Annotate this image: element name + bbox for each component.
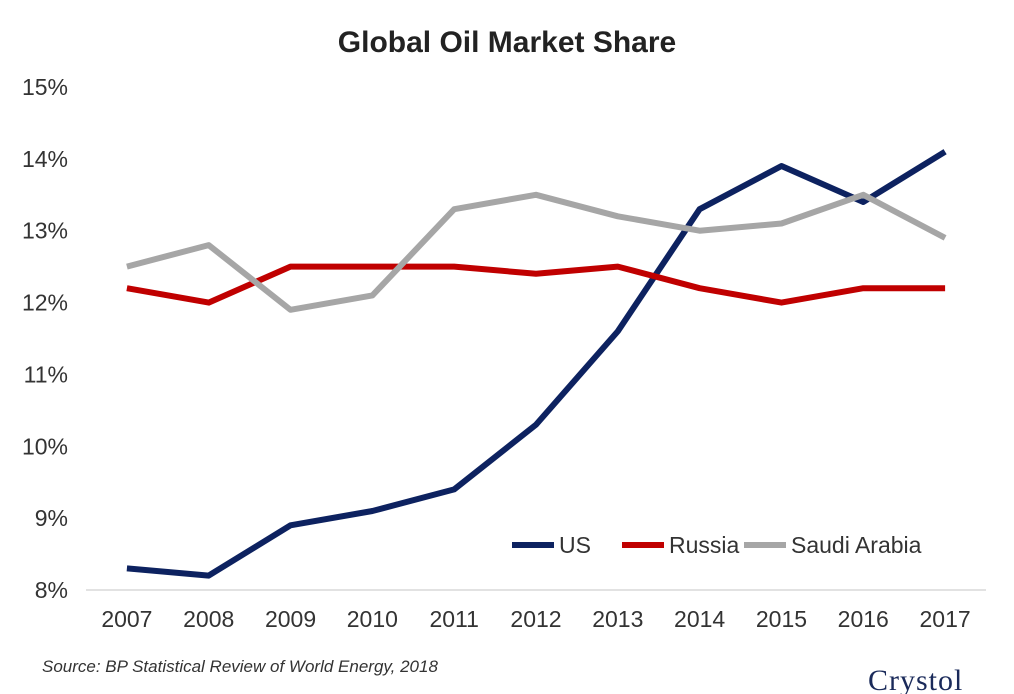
x-axis: 2007 2008 2009 2010 2011 2012 2013 2014 2015 2016…: [101, 606, 970, 632]
y-axis: 8% 9% 10% 11% 12% 13% 14% 15%: [22, 74, 68, 603]
series-lines: [126, 149, 947, 579]
y-tick-label: 13%: [22, 218, 68, 244]
crystol-logo: Crystol: [868, 664, 963, 694]
x-tick-label: 2009: [265, 606, 316, 632]
x-tick-label: 2013: [592, 606, 643, 632]
legend: US Russia Saudi Arabia: [512, 532, 922, 558]
x-tick-label: 2016: [838, 606, 889, 632]
x-tick-label: 2010: [347, 606, 398, 632]
legend-label: Russia: [669, 532, 740, 558]
legend-label: Saudi Arabia: [791, 532, 922, 558]
source-note: Source: BP Statistical Review of World E…: [42, 657, 438, 676]
x-tick-label: 2012: [510, 606, 561, 632]
y-tick-label: 11%: [24, 361, 68, 387]
series-line-us: [126, 149, 947, 579]
x-tick-label: 2008: [183, 606, 234, 632]
series-line-russia: [126, 263, 946, 306]
y-tick-label: 8%: [35, 577, 68, 603]
x-tick-label: 2007: [101, 606, 152, 632]
chart-title: Global Oil Market Share: [338, 26, 676, 59]
y-tick-label: 15%: [22, 74, 68, 100]
series-line-saudi-arabia: [126, 191, 947, 313]
x-tick-label: 2011: [429, 606, 478, 632]
logo-text: Crystol: [868, 664, 963, 694]
y-tick-label: 10%: [22, 433, 68, 459]
y-tick-label: 14%: [22, 146, 68, 172]
x-tick-label: 2014: [674, 606, 725, 632]
legend-label: US: [559, 532, 591, 558]
y-tick-label: 9%: [35, 505, 68, 531]
y-tick-label: 12%: [22, 290, 68, 316]
x-tick-label: 2017: [920, 606, 971, 632]
x-tick-label: 2015: [756, 606, 807, 632]
